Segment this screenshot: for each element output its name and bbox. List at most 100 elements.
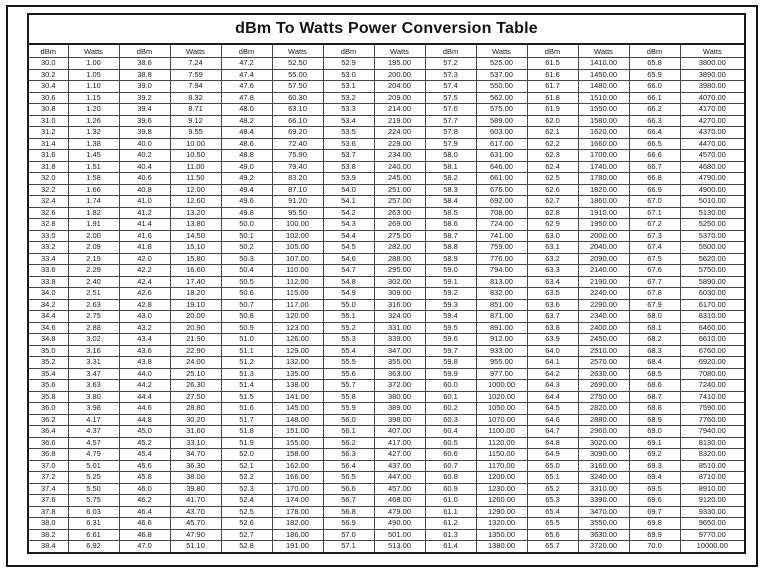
- cell-watts: 525.00: [475, 57, 528, 70]
- cell-watts: 6.92: [67, 540, 120, 553]
- cell-watts: 1.51: [67, 160, 120, 173]
- cell-dbm: 51.7: [220, 413, 273, 426]
- cell-dbm: 52.4: [220, 494, 273, 507]
- cell-dbm: 62.3: [526, 149, 579, 162]
- cell-watts: 302.00: [373, 275, 426, 288]
- table-row: 30.2 1.05 38.8 7.59 47.4 55.00 53.0 200.00 57.3 5…: [27, 68, 746, 81]
- cell-watts: 234.00: [373, 149, 426, 162]
- cell-dbm: 52.6: [220, 517, 273, 530]
- cell-dbm: 41.4: [118, 218, 171, 231]
- cell-dbm: 63.4: [526, 275, 579, 288]
- cell-dbm: 59.4: [424, 310, 477, 323]
- cell-watts: 1120.00: [475, 436, 528, 449]
- cell-watts: 15.80: [169, 252, 222, 265]
- cell-watts: 107.00: [271, 252, 324, 265]
- header-cell-watts: Watts: [169, 43, 222, 58]
- cell-watts: 251.00: [373, 183, 426, 196]
- cell-dbm: 34.8: [27, 333, 69, 346]
- cell-watts: 5750.00: [679, 264, 746, 277]
- table-row: 33.0 2.00 41.6 14.50 50.1 102.00 54.4 275.00 58.…: [27, 229, 746, 242]
- table-row: 34.0 2.51 42.6 18.20 50.6 115.00 54.9 309.00 59.…: [27, 287, 746, 300]
- cell-watts: 219.00: [373, 114, 426, 127]
- cell-dbm: 39.2: [118, 91, 171, 104]
- cell-watts: 83.20: [271, 172, 324, 185]
- cell-watts: 9650.00: [679, 517, 746, 530]
- cell-dbm: 64.2: [526, 367, 579, 380]
- cell-dbm: 69.8: [628, 517, 681, 530]
- cell-watts: 537.00: [475, 68, 528, 81]
- cell-watts: 2.09: [67, 241, 120, 254]
- cell-watts: 1380.00: [475, 540, 528, 553]
- cell-dbm: 58.9: [424, 252, 477, 265]
- cell-watts: 155.00: [271, 436, 324, 449]
- cell-watts: 26.30: [169, 379, 222, 392]
- cell-dbm: 37.2: [27, 471, 69, 484]
- cell-watts: 447.00: [373, 471, 426, 484]
- cell-dbm: 51.6: [220, 402, 273, 415]
- cell-dbm: 37.6: [27, 494, 69, 507]
- cell-dbm: 38.4: [27, 540, 69, 553]
- cell-watts: 4.57: [67, 436, 120, 449]
- cell-dbm: 53.8: [322, 160, 375, 173]
- cell-dbm: 44.8: [118, 413, 171, 426]
- cell-watts: 200.00: [373, 68, 426, 81]
- cell-dbm: 50.4: [220, 264, 273, 277]
- cell-dbm: 48.6: [220, 137, 273, 150]
- cell-watts: 6460.00: [679, 321, 746, 334]
- cell-dbm: 67.8: [628, 287, 681, 300]
- cell-watts: 257.00: [373, 195, 426, 208]
- cell-dbm: 59.0: [424, 264, 477, 277]
- cell-dbm: 47.8: [220, 91, 273, 104]
- page-frame: dBm To Watts Power Conversion Table dBm W…: [6, 5, 758, 567]
- table-row: 38.2 6.61 46.8 47.90 52.7 186.00 57.0 501.00 61.…: [27, 528, 746, 541]
- table-row: 30.8 1.20 39.4 8.71 48.0 63.10 53.3 214.00 57.6 5…: [27, 103, 746, 116]
- cell-watts: 479.00: [373, 505, 426, 518]
- cell-watts: 4900.00: [679, 183, 746, 196]
- cell-watts: 2040.00: [577, 241, 630, 254]
- cell-dbm: 38.0: [27, 517, 69, 530]
- cell-watts: 5890.00: [679, 275, 746, 288]
- cell-watts: 6920.00: [679, 356, 746, 369]
- cell-dbm: 43.6: [118, 344, 171, 357]
- table-row: 33.6 2.29 42.2 16.60 50.4 110.00 54.7 295.00 59.…: [27, 264, 746, 277]
- cell-dbm: 67.6: [628, 264, 681, 277]
- cell-dbm: 66.3: [628, 114, 681, 127]
- table-row: 38.4 6.92 47.0 51.10 52.8 191.00 57.1 513.00 61.…: [27, 540, 746, 553]
- cell-dbm: 63.7: [526, 310, 579, 323]
- cell-dbm: 65.9: [628, 68, 681, 81]
- cell-watts: 4370.00: [679, 126, 746, 139]
- cell-watts: 1260.00: [475, 494, 528, 507]
- cell-dbm: 61.6: [526, 68, 579, 81]
- table-row: 32.4 1.74 41.0 12.60 49.6 91.20 54.1 257.00 58.4…: [27, 195, 746, 208]
- cell-watts: 575.00: [475, 103, 528, 116]
- cell-watts: 195.00: [373, 57, 426, 70]
- header-cell-dbm: dBm: [628, 43, 681, 58]
- cell-watts: 1700.00: [577, 149, 630, 162]
- cell-watts: 347.00: [373, 344, 426, 357]
- table-row: 37.0 5.01 45.6 36.30 52.1 162.00 56.4 437.00 60.…: [27, 459, 746, 472]
- cell-dbm: 59.1: [424, 275, 477, 288]
- cell-dbm: 46.6: [118, 517, 171, 530]
- cell-watts: 468.00: [373, 494, 426, 507]
- cell-watts: 513.00: [373, 540, 426, 553]
- cell-dbm: 67.4: [628, 241, 681, 254]
- cell-watts: 490.00: [373, 517, 426, 530]
- cell-watts: 129.00: [271, 344, 324, 357]
- table-row: 37.4 5.50 46.0 39.80 52.3 170.00 56.6 457.00 60.…: [27, 482, 746, 495]
- cell-watts: 1170.00: [475, 459, 528, 472]
- cell-dbm: 56.7: [322, 494, 375, 507]
- cell-watts: 12.60: [169, 195, 222, 208]
- table-row: 34.4 2.75 43.0 20.00 50.8 120.00 55.1 324.00 59.…: [27, 310, 746, 323]
- cell-dbm: 43.4: [118, 333, 171, 346]
- cell-dbm: 61.9: [526, 103, 579, 116]
- cell-watts: 398.00: [373, 413, 426, 426]
- cell-dbm: 53.9: [322, 172, 375, 185]
- cell-dbm: 45.8: [118, 471, 171, 484]
- cell-watts: 191.00: [271, 540, 324, 553]
- cell-watts: 1230.00: [475, 482, 528, 495]
- cell-dbm: 66.1: [628, 91, 681, 104]
- cell-dbm: 55.0: [322, 298, 375, 311]
- cell-watts: 31.60: [169, 425, 222, 438]
- cell-watts: 2.75: [67, 310, 120, 323]
- cell-dbm: 63.6: [526, 298, 579, 311]
